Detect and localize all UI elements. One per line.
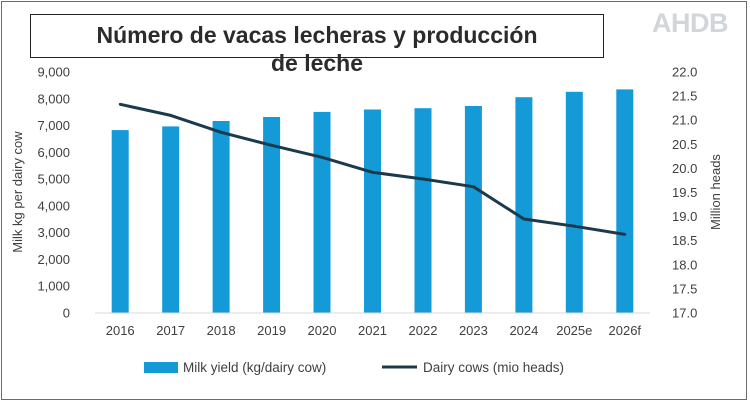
y2-tick-label: 21.5 bbox=[672, 89, 697, 104]
x-tick-label: 2020 bbox=[308, 323, 337, 338]
y-tick-label: 9,000 bbox=[37, 65, 70, 80]
ahdb-logo: AHDB bbox=[652, 8, 729, 38]
bar-2017 bbox=[162, 126, 180, 314]
line-point-2020 bbox=[320, 155, 324, 159]
y-tick-label: 5,000 bbox=[37, 172, 70, 187]
legend-label-milk-yield: Milk yield (kg/dairy cow) bbox=[183, 360, 326, 375]
line-point-2018 bbox=[219, 130, 223, 134]
line-point-2025e bbox=[572, 224, 576, 228]
y-axis-ticks: 0 1,000 2,000 3,000 4,000 5,000 6,000 7,000 8,00… bbox=[37, 65, 70, 321]
y2-tick-label: 19.0 bbox=[672, 209, 697, 224]
x-tick-label: 2019 bbox=[257, 323, 286, 338]
y2-tick-label: 19.5 bbox=[672, 185, 697, 200]
x-tick-label: 2024 bbox=[509, 323, 538, 338]
y-tick-label: 4,000 bbox=[37, 198, 70, 213]
x-tick-label: 2026f bbox=[609, 323, 642, 338]
y-tick-label: 7,000 bbox=[37, 118, 70, 133]
bar-2016 bbox=[111, 130, 129, 313]
y2-tick-label: 21.0 bbox=[672, 113, 697, 128]
bars-layer bbox=[111, 89, 634, 314]
bar-2024 bbox=[515, 97, 533, 313]
line-point-2019 bbox=[270, 143, 273, 147]
x-tick-label: 2016 bbox=[106, 323, 135, 338]
line-point-2024 bbox=[522, 217, 526, 221]
chart-title-line-1: Número de vacas lecheras y producción bbox=[96, 22, 538, 48]
y2-tick-label: 20.0 bbox=[672, 161, 697, 176]
y2-tick-label: 18.0 bbox=[672, 257, 697, 272]
legend: Milk yield (kg/dairy cow) Dairy cows (mi… bbox=[144, 360, 564, 375]
x-tick-label: 2018 bbox=[207, 323, 236, 338]
bar-2025e bbox=[565, 91, 583, 313]
x-tick-label: 2025e bbox=[556, 323, 592, 338]
y2-axis-ticks: 17.0 17.5 18.0 18.5 19.0 19.5 20.0 20.5 21.0 21.5… bbox=[672, 65, 697, 321]
x-axis-ticks: 2016 2017 2018 2019 2020 2021 2022 2023 2024 2025… bbox=[106, 323, 642, 338]
line-point-2017 bbox=[169, 114, 173, 117]
bar-2022 bbox=[414, 108, 432, 313]
x-tick-label: 2017 bbox=[156, 323, 185, 338]
y-tick-label: 8,000 bbox=[37, 91, 70, 106]
line-point-2021 bbox=[371, 170, 374, 174]
y-tick-label: 1,000 bbox=[37, 279, 70, 294]
y2-tick-label: 18.5 bbox=[672, 233, 697, 248]
bar-2019 bbox=[263, 117, 281, 313]
line-point-2016 bbox=[118, 102, 122, 106]
x-tick-label: 2022 bbox=[409, 323, 438, 338]
line-point-2023 bbox=[472, 185, 475, 189]
line-layer bbox=[118, 102, 627, 236]
x-tick-label: 2021 bbox=[358, 323, 387, 338]
bar-2018 bbox=[212, 121, 230, 313]
y-tick-label: 6,000 bbox=[37, 145, 70, 160]
bar-2020 bbox=[313, 111, 331, 314]
legend-swatch-bar bbox=[144, 362, 178, 373]
line-point-2026f bbox=[623, 233, 627, 236]
bar-2026f bbox=[616, 89, 634, 314]
bar-2021 bbox=[364, 109, 381, 313]
legend-label-dairy-cows: Dairy cows (mio heads) bbox=[423, 360, 564, 375]
chart-title-line-2: de leche bbox=[270, 50, 364, 76]
y-tick-label: 0 bbox=[63, 306, 70, 321]
title-box bbox=[30, 14, 604, 58]
bar-2023 bbox=[464, 106, 482, 313]
y2-tick-label: 17.5 bbox=[672, 281, 697, 296]
y2-axis-title: Million heads bbox=[708, 154, 723, 230]
y-axis-title: Milk kg per dairy cow bbox=[10, 131, 25, 253]
y2-tick-label: 17.0 bbox=[672, 306, 697, 321]
x-tick-label: 2023 bbox=[459, 323, 488, 338]
y-tick-label: 3,000 bbox=[37, 225, 70, 240]
y2-tick-label: 20.5 bbox=[672, 137, 697, 152]
line-point-2022 bbox=[421, 177, 425, 181]
y-tick-label: 2,000 bbox=[37, 252, 70, 267]
y2-tick-label: 22.0 bbox=[672, 65, 697, 80]
